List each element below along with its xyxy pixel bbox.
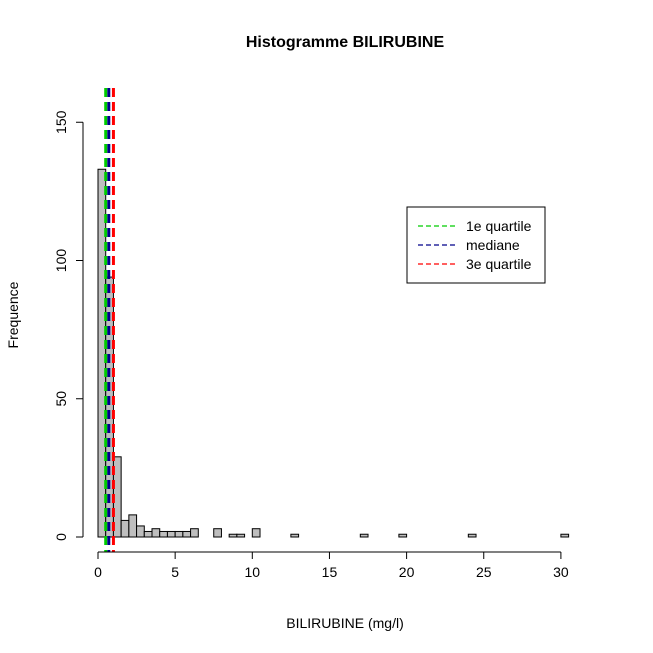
chart-title: Histogramme BILIRUBINE [246, 34, 445, 51]
histogram-bar [136, 525, 145, 538]
histogram-bar [398, 533, 408, 538]
histogram-bar [166, 530, 176, 538]
histogram-bar [174, 530, 184, 538]
histogram-bar [359, 533, 369, 538]
histogram-bar [467, 533, 477, 538]
x-axis-title: BILIRUBINE (mg/l) [286, 615, 403, 631]
y-tick-label: 50 [53, 391, 69, 407]
y-tick-label: 100 [53, 249, 69, 273]
histogram-bar [182, 530, 192, 538]
x-tick-label: 5 [171, 564, 179, 580]
histogram-bar [143, 530, 153, 538]
histogram-bar [151, 528, 161, 538]
histogram-bar [290, 533, 300, 538]
legend-label: 3e quartile [466, 256, 532, 272]
histogram-bar [159, 530, 168, 538]
legend-label: mediane [466, 237, 520, 253]
y-axis-title: Frequence [5, 281, 21, 348]
histogram-bar [128, 514, 138, 538]
x-tick-label: 25 [476, 564, 492, 580]
x-tick-label: 0 [94, 564, 102, 580]
y-tick-label: 150 [53, 110, 69, 134]
y-tick-label: 0 [53, 533, 69, 541]
histogram-bar [213, 528, 222, 538]
legend: 1e quartile mediane 3e quartile [406, 206, 546, 284]
x-tick-label: 20 [399, 564, 415, 580]
histogram-bar [251, 528, 261, 538]
legend-label: 1e quartile [466, 218, 532, 234]
x-tick-label: 10 [245, 564, 261, 580]
x-tick-label: 15 [322, 564, 338, 580]
histogram-bar [120, 519, 130, 538]
x-tick-label: 30 [553, 564, 569, 580]
axes-layer: 0 5 10 15 20 25 30 0 50 100 150 [53, 110, 569, 580]
histogram-bar [190, 528, 199, 538]
histogram-bar [228, 533, 238, 538]
reference-lines-layer [104, 88, 115, 552]
histogram-bar [236, 533, 246, 538]
bars-layer [97, 168, 570, 538]
histogram-bar [560, 533, 570, 538]
